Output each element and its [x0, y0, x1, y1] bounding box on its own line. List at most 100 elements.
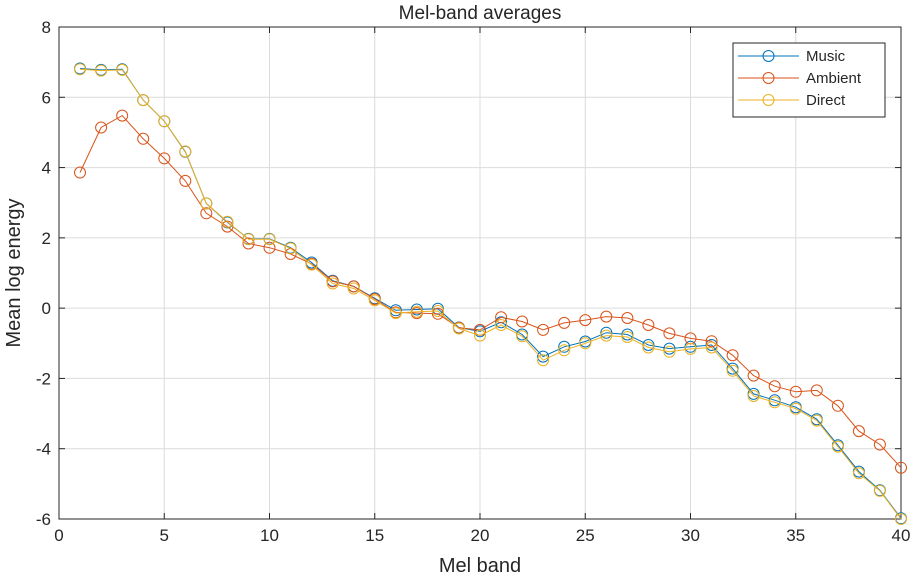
- data-point-direct: [621, 331, 634, 343]
- data-point-direct: [642, 341, 655, 354]
- data-point-ambient: [873, 438, 886, 451]
- data-point-direct: [789, 402, 802, 415]
- data-point-music: [621, 328, 634, 341]
- data-point-direct: [600, 329, 613, 342]
- data-point-music: [537, 350, 550, 363]
- y-axis-label: Mean log energy: [3, 199, 25, 348]
- data-point-ambient: [495, 311, 508, 324]
- data-point-ambient: [747, 369, 760, 382]
- y-tick-label: 6: [42, 88, 51, 107]
- data-point-ambient: [726, 349, 739, 362]
- data-point-direct: [431, 305, 444, 317]
- legend-marker-direct: [762, 94, 775, 106]
- data-point-direct: [663, 345, 676, 358]
- y-tick-label: 2: [42, 229, 51, 248]
- x-tick-label: 10: [260, 526, 279, 545]
- data-point-ambient: [200, 207, 213, 220]
- legend-marker-ambient: [762, 72, 775, 84]
- data-point-direct: [368, 294, 381, 307]
- x-tick-label: 20: [471, 526, 490, 545]
- data-point-direct: [74, 63, 86, 76]
- legend: Music Ambient Direct: [732, 42, 886, 118]
- data-point-ambient: [621, 312, 634, 324]
- series-group: [74, 62, 907, 525]
- data-point-ambient: [242, 237, 255, 250]
- data-point-direct: [895, 513, 907, 525]
- data-point-ambient: [558, 316, 571, 329]
- data-point-direct: [179, 145, 192, 158]
- data-point-music: [495, 316, 508, 329]
- x-tick-label: 30: [681, 526, 700, 545]
- data-point-direct: [95, 64, 108, 77]
- data-point-ambient: [137, 132, 150, 145]
- legend-label-direct: Direct: [806, 92, 846, 109]
- y-tick-label: -4: [36, 440, 51, 459]
- data-point-direct: [495, 319, 508, 331]
- legend-box: [732, 42, 886, 118]
- data-point-ambient: [895, 461, 907, 474]
- data-point-ambient: [516, 315, 529, 328]
- data-point-ambient: [263, 241, 276, 254]
- data-point-direct: [116, 63, 129, 76]
- legend-label-music: Music: [806, 48, 846, 65]
- data-point-direct: [158, 115, 171, 128]
- data-point-direct: [579, 337, 592, 350]
- data-point-direct: [516, 330, 529, 343]
- data-point-direct: [768, 396, 781, 409]
- data-point-direct: [284, 242, 297, 255]
- data-point-direct: [200, 197, 213, 210]
- legend-label-ambient: Ambient: [806, 70, 862, 87]
- data-point-direct: [747, 390, 760, 402]
- data-point-direct: [537, 354, 550, 367]
- series-direct: [74, 63, 907, 525]
- data-point-direct: [873, 484, 886, 497]
- x-axis-label: Mel band: [439, 555, 521, 576]
- data-point-direct: [305, 258, 318, 271]
- series-line-ambient: [79, 114, 902, 469]
- data-point-ambient: [831, 399, 844, 412]
- x-tick-label: 0: [54, 526, 63, 545]
- data-point-ambient: [663, 327, 676, 340]
- data-point-direct: [326, 277, 339, 290]
- data-point-ambient: [158, 152, 171, 165]
- data-point-ambient: [789, 385, 802, 398]
- data-point-direct: [347, 282, 360, 295]
- x-tick-label: 5: [160, 526, 169, 545]
- y-tick-label: -6: [36, 510, 51, 529]
- data-point-ambient: [74, 166, 86, 179]
- axis-ticks: 0 5 10 15 20 25 30 35 40 -6 -4 -2 0 2 4 6 8: [36, 18, 911, 545]
- legend-marker-music: [762, 50, 775, 62]
- x-tick-label: 25: [576, 526, 595, 545]
- series-line-direct: [79, 68, 902, 520]
- data-point-direct: [452, 322, 465, 335]
- data-point-ambient: [852, 425, 865, 438]
- chart-title: Mel-band averages: [399, 3, 562, 24]
- data-point-ambient: [810, 384, 823, 397]
- data-point-direct: [705, 341, 718, 354]
- data-point-ambient: [95, 121, 108, 134]
- data-point-direct: [242, 233, 255, 246]
- data-point-ambient: [600, 310, 613, 323]
- data-point-music: [558, 340, 571, 353]
- data-point-direct: [137, 94, 150, 107]
- data-point-music: [663, 342, 676, 355]
- data-point-ambient: [179, 174, 192, 187]
- data-point-direct: [558, 344, 571, 357]
- data-point-direct: [831, 440, 844, 453]
- data-point-direct: [684, 342, 697, 355]
- x-tick-label: 15: [365, 526, 384, 545]
- y-tick-label: 8: [42, 18, 51, 37]
- data-point-direct: [221, 215, 234, 228]
- data-point-direct: [410, 305, 423, 318]
- x-tick-label: 35: [786, 526, 805, 545]
- data-point-ambient: [705, 335, 718, 348]
- y-tick-label: -2: [36, 369, 51, 388]
- x-tick-label: 40: [892, 526, 911, 545]
- data-point-direct: [810, 414, 823, 427]
- data-point-direct: [474, 329, 486, 342]
- data-point-direct: [852, 467, 865, 480]
- data-point-ambient: [768, 380, 781, 393]
- y-tick-label: 0: [42, 299, 51, 318]
- data-point-direct: [263, 233, 276, 246]
